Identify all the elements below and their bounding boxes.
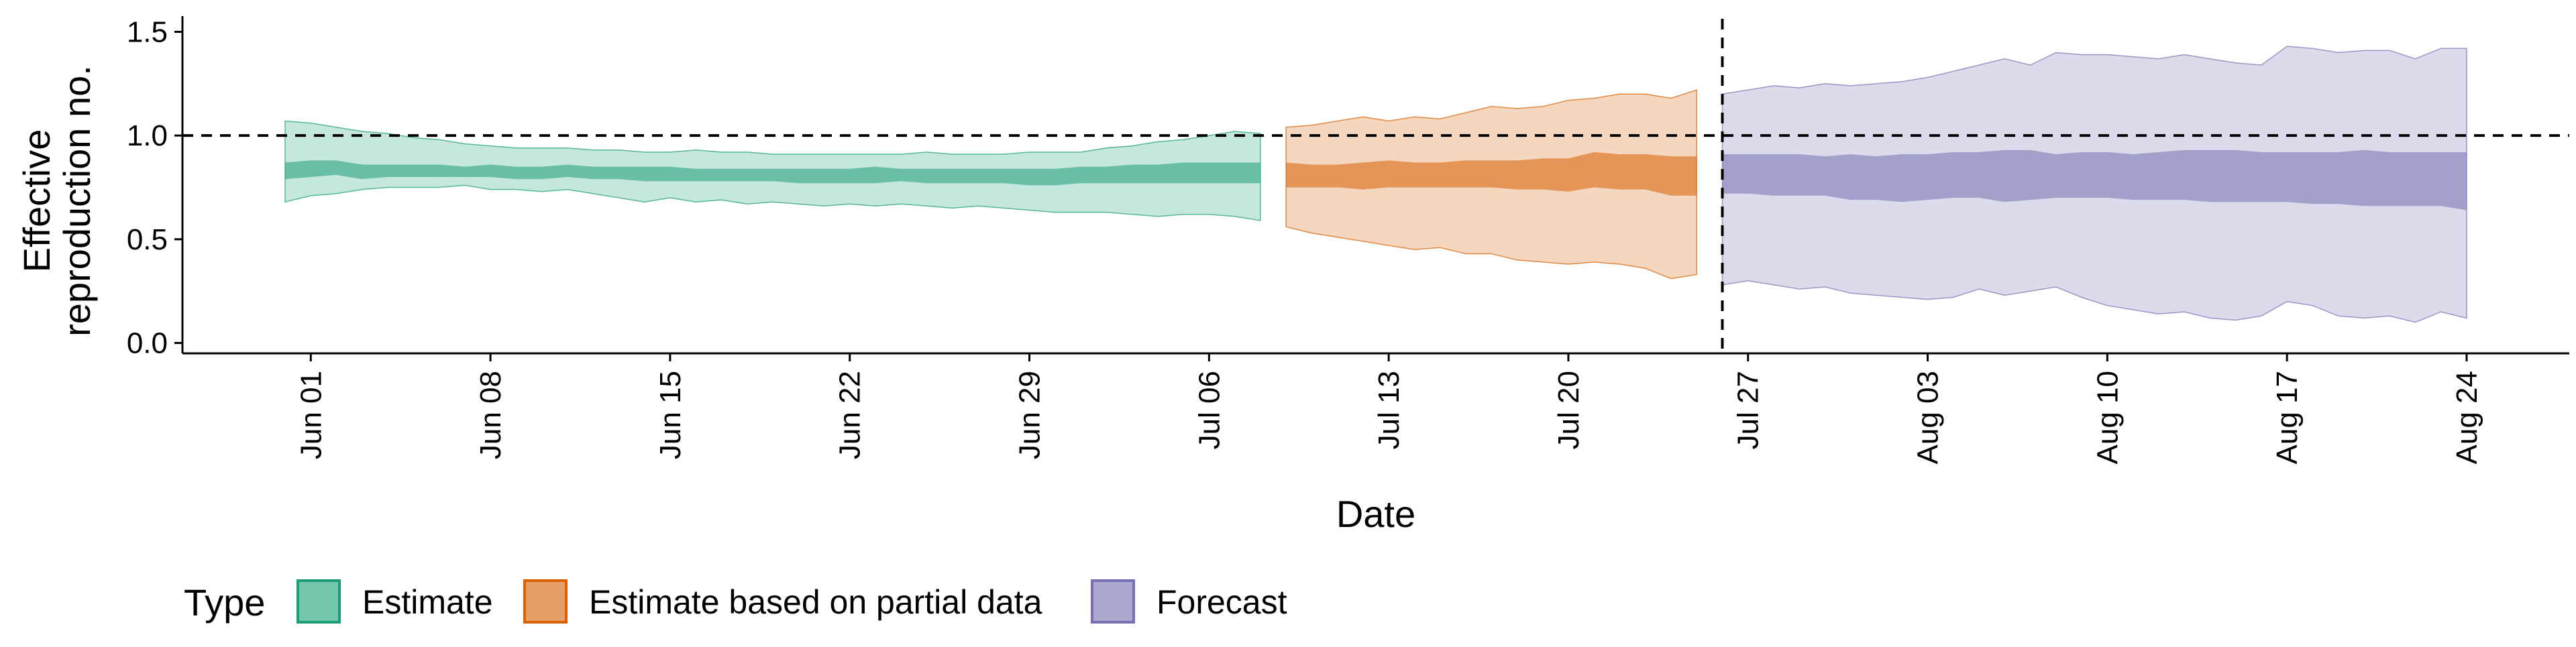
legend-key <box>523 579 568 624</box>
x-tick-label: Aug 03 <box>1912 371 1945 464</box>
y-tick-label: 0.0 <box>127 327 168 360</box>
legend-item: Estimate based on partial data <box>523 579 1042 624</box>
x-axis-title: Date <box>1336 493 1415 535</box>
x-tick-label: Jun 22 <box>834 371 867 459</box>
ribbon-inner <box>1286 152 1697 196</box>
legend-title: Type <box>184 581 265 624</box>
x-tick-label: Jul 06 <box>1193 371 1226 449</box>
x-tick-label: Jun 08 <box>474 371 507 459</box>
series-estimate-based-on-partial-data <box>1285 89 1697 280</box>
legend-key <box>1091 579 1135 624</box>
x-tick-label: Aug 10 <box>2091 371 2124 464</box>
y-axis-title-line: reproduction no. <box>56 65 98 337</box>
y-axis-title-line: Effective <box>15 129 58 273</box>
x-tick-label: Aug 24 <box>2451 371 2483 464</box>
y-tick-label: 0.5 <box>127 223 168 256</box>
x-tick-label: Jun 15 <box>654 371 687 459</box>
x-tick-label: Jun 01 <box>294 371 327 459</box>
x-tick-label: Jul 27 <box>1732 371 1765 449</box>
series-forecast <box>1721 46 2467 323</box>
legend-key <box>297 579 341 624</box>
legend-label: Forecast <box>1157 583 1287 621</box>
y-axis-title: Effectivereproduction no. <box>15 65 98 337</box>
x-tick-label: Jul 13 <box>1373 371 1405 449</box>
x-tick-label: Jun 29 <box>1014 371 1046 459</box>
x-tick-label: Jul 20 <box>1552 371 1585 449</box>
legend: Type Estimate Estimate based on partial da… <box>184 579 1287 624</box>
legend-label: Estimate <box>362 583 493 621</box>
legend-item: Forecast <box>1091 579 1287 624</box>
y-tick-label: 1.0 <box>127 119 168 152</box>
series-layer <box>284 46 2467 323</box>
legend-item: Estimate <box>297 579 493 624</box>
x-tick-label: Aug 17 <box>2271 371 2304 464</box>
series-estimate <box>284 120 1261 221</box>
y-tick-label: 1.5 <box>127 15 168 48</box>
ribbon-inner <box>285 160 1260 186</box>
ribbon-inner <box>1722 150 2467 211</box>
legend-label: Estimate based on partial data <box>589 583 1042 621</box>
